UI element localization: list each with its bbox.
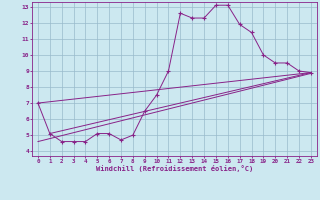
X-axis label: Windchill (Refroidissement éolien,°C): Windchill (Refroidissement éolien,°C) bbox=[96, 165, 253, 172]
